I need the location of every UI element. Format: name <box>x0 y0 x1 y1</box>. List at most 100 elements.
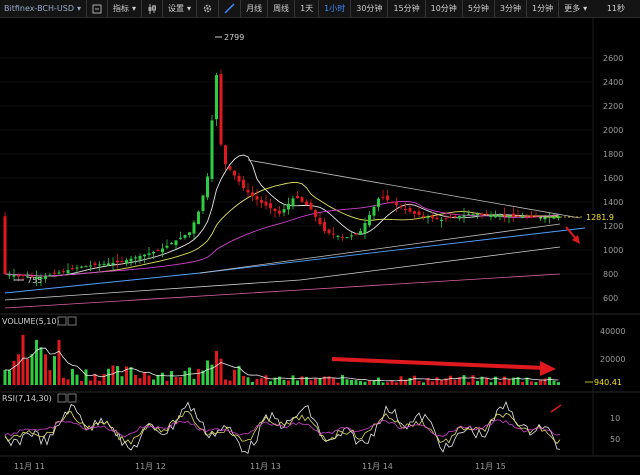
candle-body <box>174 240 178 246</box>
close-icon[interactable] <box>67 393 77 403</box>
volume-bar <box>183 370 187 385</box>
toolbar: Bitfinex-BCH-USD ▾ 指标 ▾ 设置 ▾ 月线 周线 1天 1小时 3… <box>0 0 640 18</box>
candle-body <box>98 264 101 266</box>
volume-bar <box>138 378 142 385</box>
candle-body <box>282 209 286 213</box>
tab-1h[interactable]: 1小时 <box>318 0 350 17</box>
more-button[interactable]: 更多 ▾ <box>558 0 592 17</box>
price-tick: 2000 <box>603 126 623 135</box>
tab-1m[interactable]: 1分钟 <box>526 0 558 17</box>
volume-bar <box>368 380 371 385</box>
candle-body <box>323 222 326 232</box>
volume-bar <box>39 347 43 385</box>
close-icon[interactable] <box>67 316 77 326</box>
x-label-1: 11月 11 <box>14 462 45 471</box>
x-label-4: 11月 14 <box>362 462 393 471</box>
candle-body <box>260 200 263 203</box>
volume-bar <box>21 334 25 385</box>
volume-bar <box>174 377 178 385</box>
symbol-label: Bitfinex-BCH-USD <box>4 4 75 13</box>
tab-30m[interactable]: 30分钟 <box>350 0 387 17</box>
volume-bar <box>489 382 493 385</box>
volume-bar <box>156 374 160 385</box>
volume-bar <box>539 379 542 385</box>
candle-body <box>395 201 398 206</box>
settings-icon[interactable] <box>57 393 67 403</box>
tab-10m[interactable]: 10分钟 <box>424 0 462 17</box>
volume-bar <box>480 376 484 385</box>
candle-body <box>192 222 196 234</box>
settings-button[interactable]: 设置 ▾ <box>162 0 196 17</box>
volume-bar <box>525 377 529 385</box>
x-label-2: 11月 12 <box>135 462 166 471</box>
down-arrow-icon <box>565 226 580 244</box>
volume-bar <box>57 339 61 385</box>
tab-5m[interactable]: 5分钟 <box>461 0 494 17</box>
settings-icon[interactable] <box>57 316 67 326</box>
candle-body <box>489 214 493 218</box>
symbol-selector[interactable]: Bitfinex-BCH-USD ▾ <box>0 0 86 17</box>
volume-bar <box>53 356 56 385</box>
volume-bar <box>165 380 169 385</box>
volume-bar <box>521 381 524 385</box>
candle-body <box>170 243 173 245</box>
candle-body <box>215 75 218 120</box>
candle-body <box>471 214 475 216</box>
candle-body <box>143 254 146 257</box>
candle-body <box>534 216 538 218</box>
candle-style-icon[interactable] <box>141 0 162 17</box>
volume-bar <box>417 381 421 385</box>
low-label: 755 <box>27 276 42 285</box>
volume-bar <box>219 358 223 385</box>
candle-body <box>273 208 277 211</box>
rsi-line <box>4 419 561 438</box>
compare-icon[interactable] <box>86 0 107 17</box>
gear-icon[interactable] <box>196 0 218 17</box>
volume-bar <box>89 380 92 385</box>
volume-bar <box>8 370 11 385</box>
volume-bar <box>363 381 367 385</box>
candle-body <box>80 266 83 268</box>
low-marker: 755 <box>14 276 42 285</box>
candle-body <box>120 261 124 263</box>
volume-bar <box>161 372 164 385</box>
volume-bar <box>264 375 268 385</box>
draw-tool-icon[interactable] <box>218 0 240 17</box>
price-tick: 600 <box>603 294 618 303</box>
volume-bar <box>467 382 470 385</box>
volume-bar <box>62 377 65 385</box>
volume-bar <box>188 367 191 385</box>
candle-body <box>255 196 259 200</box>
tab-1d[interactable]: 1天 <box>294 0 318 17</box>
chart-canvas[interactable]: 2600 2400 2200 2000 1800 1600 1400 1200 1000 800 6… <box>0 18 640 475</box>
candle-body <box>426 217 430 219</box>
trendlines <box>199 159 581 274</box>
tab-1m-label: 1分钟 <box>532 4 554 13</box>
tab-week[interactable]: 周线 <box>267 0 294 17</box>
candle-body <box>242 179 245 188</box>
volume-bar <box>404 379 407 385</box>
volume-last-tag: 940.41 <box>585 378 622 387</box>
tab-15m[interactable]: 15分钟 <box>387 0 424 17</box>
volume-bar <box>102 374 106 385</box>
tab-3m[interactable]: 3分钟 <box>493 0 526 17</box>
candle-body <box>66 270 70 274</box>
volume-bar <box>323 376 326 385</box>
candle-body <box>129 258 133 262</box>
candle-body <box>237 175 241 182</box>
candle-body <box>444 218 448 220</box>
candle-body <box>219 74 223 145</box>
volume-bar <box>278 376 281 385</box>
candle-body <box>21 274 25 276</box>
volume-bar <box>66 379 70 385</box>
volume-bar <box>111 365 115 385</box>
volume-bar <box>512 377 515 385</box>
ma-line <box>4 154 559 277</box>
tab-month[interactable]: 月线 <box>240 0 267 17</box>
ma-line <box>4 227 586 294</box>
volume-bar <box>93 373 97 385</box>
volume-bar <box>476 380 479 385</box>
volume-bar <box>444 378 448 385</box>
indicators-button[interactable]: 指标 ▾ <box>107 0 141 17</box>
volume-bar <box>399 376 403 385</box>
